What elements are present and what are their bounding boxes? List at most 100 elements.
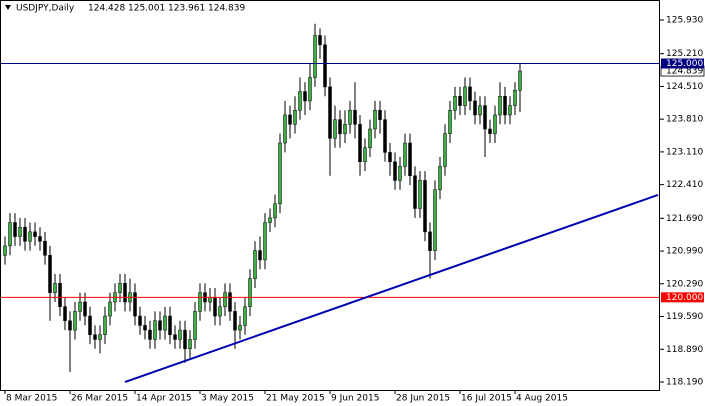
x-tick-label: 26 Mar 2015 [71, 394, 128, 404]
candle-body [213, 297, 217, 317]
candle-body [198, 292, 202, 312]
candle-body [298, 91, 302, 111]
x-tick-label: 28 Jun 2015 [396, 394, 450, 404]
menu-arrow[interactable] [5, 5, 11, 10]
candle-body [493, 114, 497, 134]
candle-body [278, 142, 282, 205]
candle-body [428, 231, 432, 251]
candle-body [263, 222, 267, 261]
candle-body [498, 95, 502, 116]
candle-body [308, 77, 312, 102]
candle-body [103, 315, 107, 336]
candle-body [228, 292, 232, 312]
candle-body [23, 226, 27, 242]
y-tick-label: 118.890 [666, 345, 703, 355]
candle-body [483, 105, 487, 130]
candle-body [208, 297, 212, 303]
candle-body [38, 236, 42, 242]
candle-body [448, 110, 452, 134]
candle-body [253, 250, 257, 279]
candle-body [138, 315, 142, 326]
candle-body [283, 114, 287, 144]
hline-label-box [661, 292, 704, 303]
ohlc-close: 124.839 [208, 4, 245, 14]
candle-body [508, 105, 512, 116]
candle-body [398, 166, 402, 181]
candle-body [43, 240, 47, 256]
candle-body [168, 315, 172, 336]
candle-body [383, 119, 387, 153]
candle-body [153, 320, 157, 340]
candle-body [18, 226, 22, 237]
bid-label: 124.839 [666, 67, 703, 77]
candle-body [58, 283, 62, 307]
candle-body [423, 180, 427, 233]
hline-label: 125.000 [666, 59, 703, 69]
y-tick-label: 123.110 [666, 147, 703, 157]
candle-body [8, 222, 12, 247]
candle-body [108, 301, 112, 317]
candle-body [188, 339, 192, 350]
x-tick-label: 3 May 2015 [201, 394, 254, 404]
hline-label-box [661, 58, 704, 69]
x-tick-label: 4 Aug 2015 [516, 394, 568, 404]
candle-body [468, 86, 472, 102]
y-tick-label: 119.590 [666, 312, 703, 322]
candle-body [63, 306, 67, 321]
candle-body [238, 325, 242, 331]
plot-frame [0, 0, 660, 391]
hline-label: 120.000 [666, 293, 703, 303]
candle-body [13, 222, 17, 237]
candle-body [193, 311, 197, 340]
y-tick-label: 120.990 [666, 247, 703, 257]
candle-body [248, 278, 252, 307]
candle-body [48, 255, 52, 293]
candle-body [143, 325, 147, 331]
candle-body [33, 231, 37, 237]
candle-body [513, 89, 517, 106]
candle-body [358, 124, 362, 162]
candle-body [323, 44, 327, 88]
candle-body [363, 147, 367, 162]
candle-body [433, 189, 437, 251]
x-tick-label: 14 Apr 2015 [136, 394, 192, 404]
candle-body [288, 114, 292, 125]
candle-body [123, 283, 127, 303]
y-tick-label: 124.510 [666, 82, 703, 92]
candle-body [218, 306, 222, 317]
plot-area [1, 23, 659, 383]
candle-body [403, 142, 407, 167]
candle-body [408, 142, 412, 177]
candle-body [173, 334, 177, 340]
candle-body [3, 245, 7, 256]
ohlc-low: 123.961 [168, 4, 205, 14]
candle-body [418, 180, 422, 209]
candle-body [393, 161, 397, 181]
candle-body [93, 334, 97, 340]
candle-body [98, 334, 102, 340]
candle-body [458, 95, 462, 106]
candle-body [258, 250, 262, 261]
y-tick-label: 123.810 [666, 115, 703, 125]
candle-body [368, 128, 372, 148]
candle-body [53, 283, 57, 293]
candle-body [178, 329, 182, 340]
candle-body [28, 231, 32, 242]
candle-body [503, 95, 507, 116]
candle-body [473, 100, 477, 116]
candle-body [303, 91, 307, 102]
candle-body [328, 86, 332, 139]
x-tick-label: 16 Jul 2015 [461, 394, 512, 404]
x-tick-label: 8 Mar 2015 [6, 394, 57, 404]
candle-body [118, 283, 122, 293]
candle-body [413, 175, 417, 209]
candle-body [148, 329, 152, 340]
trendline [124, 193, 659, 383]
candle-body [443, 133, 447, 167]
candle-body [453, 95, 457, 111]
candle-body [83, 301, 87, 317]
y-tick-label: 125.210 [666, 49, 703, 59]
candle-body [163, 315, 167, 331]
y-tick-label: 120.290 [666, 279, 703, 289]
